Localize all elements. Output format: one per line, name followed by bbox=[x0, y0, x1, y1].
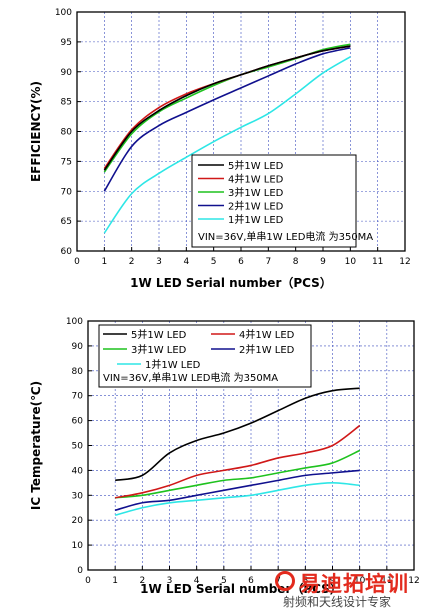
x-tick-label: 10 bbox=[345, 257, 357, 267]
x-tick-label: 1 bbox=[112, 576, 118, 586]
legend-label: 2并1W LED bbox=[239, 343, 295, 356]
watermark-logo-icon bbox=[275, 571, 295, 591]
y-tick-label: 0 bbox=[77, 566, 83, 576]
legend: 5并1W LED 4并1W LED 3并1W LED 2并1W LED 1并1W LED… bbox=[98, 324, 312, 388]
y-tick-label: 100 bbox=[66, 317, 83, 327]
x-tick-label: 9 bbox=[330, 576, 336, 586]
legend-label: 4并1W LED bbox=[228, 173, 284, 186]
x-axis-title: 1W LED Serial number（PCS） bbox=[130, 275, 332, 290]
legend-label: 1并1W LED bbox=[228, 213, 284, 226]
y-tick-label: 90 bbox=[61, 68, 73, 78]
x-tick-label: 7 bbox=[265, 257, 271, 267]
x-tick-label: 4 bbox=[194, 576, 200, 586]
y-tick-label: 70 bbox=[72, 392, 84, 402]
legend-label: 5并1W LED bbox=[228, 159, 284, 172]
series-line bbox=[115, 449, 361, 499]
chart-2: 0 1 2 3 4 5 6 7 8 9 10 11 1201020304050607080901001W… bbox=[29, 317, 420, 596]
legend-label: 1并1W LED bbox=[145, 358, 201, 371]
x-tick-label: 5 bbox=[211, 257, 217, 267]
series-line bbox=[115, 424, 361, 499]
watermark-main-text: 易迪拓培训 bbox=[299, 572, 409, 596]
x-tick-label: 0 bbox=[85, 576, 91, 586]
series-line bbox=[103, 43, 351, 173]
x-tick-label: 1 bbox=[101, 257, 107, 267]
y-tick-label: 75 bbox=[61, 157, 72, 167]
x-tick-label: 4 bbox=[183, 257, 189, 267]
legend-label: 4并1W LED bbox=[239, 328, 295, 341]
legend-note: VIN=36V,单串1W LED电流 为350MA bbox=[198, 230, 373, 243]
x-tick-label: 12 bbox=[399, 257, 410, 267]
legend-label: 5并1W LED bbox=[131, 328, 187, 341]
y-tick-label: 100 bbox=[55, 8, 72, 18]
x-tick-label: 8 bbox=[293, 257, 299, 267]
y-tick-label: 80 bbox=[72, 367, 84, 377]
series-line bbox=[115, 387, 360, 482]
y-tick-label: 90 bbox=[72, 342, 84, 352]
legend-label: 3并1W LED bbox=[228, 186, 284, 199]
series-line bbox=[103, 45, 351, 171]
watermark: 易迪拓培训 射频和天线设计专家 bbox=[275, 568, 425, 609]
x-tick-label: 6 bbox=[248, 576, 254, 586]
x-tick-label: 3 bbox=[167, 576, 173, 586]
watermark-sub-text: 射频和天线设计专家 bbox=[283, 595, 392, 609]
x-tick-label: 3 bbox=[156, 257, 162, 267]
y-tick-label: 40 bbox=[72, 466, 84, 476]
y-tick-label: 95 bbox=[61, 38, 72, 48]
y-tick-label: 10 bbox=[72, 541, 84, 551]
y-tick-label: 20 bbox=[72, 516, 84, 526]
x-tick-label: 9 bbox=[320, 257, 326, 267]
legend-box bbox=[191, 154, 357, 248]
legend-note: VIN=36V,单串1W LED电流 为350MA bbox=[103, 371, 278, 384]
x-tick-label: 8 bbox=[302, 576, 308, 586]
legend-label: 2并1W LED bbox=[228, 200, 284, 213]
series-line bbox=[114, 482, 360, 516]
x-tick-label: 5 bbox=[221, 576, 227, 586]
series-line bbox=[103, 56, 351, 234]
x-tick-label: 6 bbox=[238, 257, 244, 267]
x-tick-label: 11 bbox=[381, 576, 392, 586]
y-tick-label: 50 bbox=[72, 442, 84, 452]
y-tick-label: 85 bbox=[61, 98, 72, 108]
y-axis-title: EFFICIENCY(%) bbox=[29, 81, 43, 182]
y-tick-label: 30 bbox=[72, 491, 84, 501]
x-tick-label: 10 bbox=[354, 576, 366, 586]
y-axis-title: IC Temperature(℃) bbox=[29, 381, 43, 510]
x-tick-label: 2 bbox=[129, 257, 135, 267]
series-line bbox=[103, 45, 351, 170]
y-tick-label: 60 bbox=[61, 247, 73, 257]
x-tick-label: 2 bbox=[139, 576, 145, 586]
series-line bbox=[103, 47, 351, 192]
y-tick-label: 70 bbox=[61, 187, 73, 197]
x-tick-label: 0 bbox=[74, 257, 80, 267]
legend-box bbox=[98, 324, 312, 388]
x-tick-label: 12 bbox=[408, 576, 419, 586]
y-tick-label: 80 bbox=[61, 128, 73, 138]
y-tick-label: 65 bbox=[61, 217, 72, 227]
series-line bbox=[114, 469, 360, 512]
x-tick-label: 11 bbox=[372, 257, 383, 267]
y-tick-label: 60 bbox=[72, 417, 84, 427]
legend-label: 3并1W LED bbox=[131, 343, 187, 356]
